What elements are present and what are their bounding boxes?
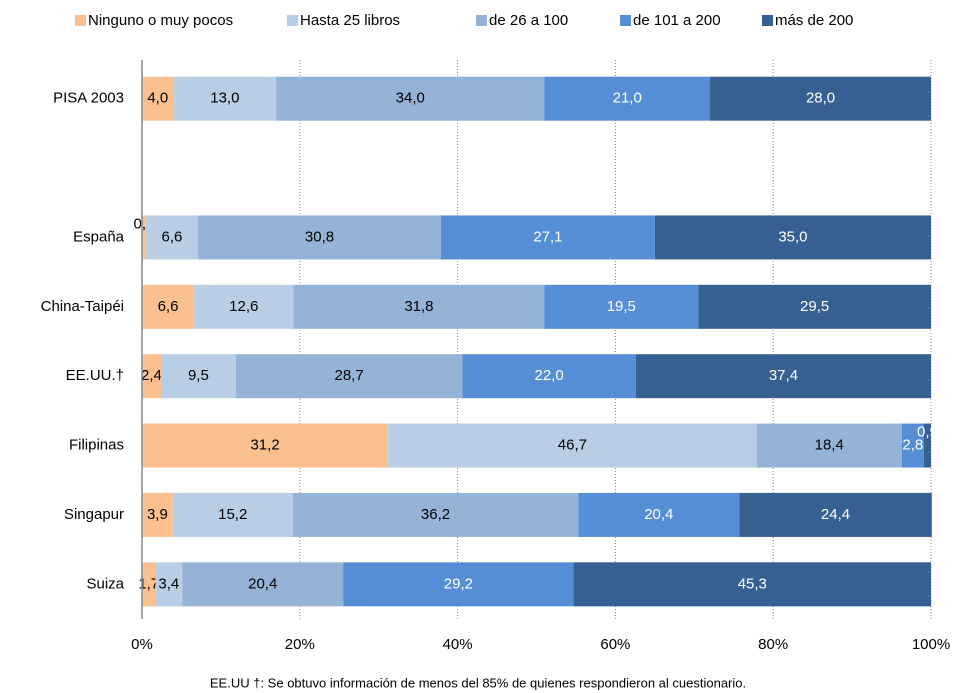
bar-segment [923, 423, 931, 468]
bar-segment [578, 492, 740, 537]
data-label: 20,4 [248, 575, 277, 592]
bar-segment [293, 284, 545, 329]
bar-segment [710, 76, 931, 121]
data-label: 6,6 [158, 298, 179, 315]
legend-label: Hasta 25 libros [300, 12, 400, 29]
bar-segment [142, 215, 146, 260]
data-label: 3,4 [158, 575, 179, 592]
data-label: 31,2 [250, 437, 279, 454]
bar-segment [698, 284, 931, 329]
data-label: 27,1 [533, 228, 562, 245]
data-label: 4,0 [147, 90, 168, 107]
data-label: 21,0 [613, 90, 642, 107]
bar-segment [756, 423, 902, 468]
data-label: 15,2 [218, 506, 247, 523]
legend-label: Ninguno o muy pocos [88, 12, 233, 29]
bar-segment [635, 354, 931, 399]
bar-segment [654, 215, 931, 260]
bar-segment [194, 284, 294, 329]
x-tick-label: 0% [131, 636, 153, 653]
data-label: 2,8 [902, 437, 923, 454]
data-label: 18,4 [815, 437, 844, 454]
bar-segment [544, 284, 699, 329]
legend-swatch [620, 15, 631, 26]
x-tick-label: 20% [285, 636, 315, 653]
y-tick-label: China-Taipéi [41, 298, 124, 315]
bar-segment [182, 562, 344, 607]
bar-segment [441, 215, 655, 260]
y-tick-label: Filipinas [69, 437, 124, 454]
legend-label: de 101 a 200 [633, 12, 721, 29]
y-tick-label: España [73, 228, 125, 245]
data-label: 31,8 [404, 298, 433, 315]
legend-swatch [287, 15, 298, 26]
bar-segment [155, 562, 183, 607]
legend-label: más de 200 [775, 12, 853, 29]
bar-segment [142, 354, 161, 399]
data-label: 35,0 [778, 228, 807, 245]
data-label: 46,7 [558, 437, 587, 454]
data-label: 20,4 [644, 506, 673, 523]
y-tick-label: PISA 2003 [53, 90, 124, 107]
data-label: 45,3 [738, 575, 767, 592]
data-label: 22,0 [535, 367, 564, 384]
bar-segment [142, 423, 389, 468]
data-label: 12,6 [229, 298, 258, 315]
bar-segment [145, 215, 199, 260]
bar-segment [573, 562, 931, 607]
legend-swatch [75, 15, 86, 26]
bar-segment [276, 76, 545, 121]
bar-segment [901, 423, 924, 468]
bar-segment [142, 492, 173, 537]
bar-segment [172, 492, 293, 537]
data-label: 2,4 [141, 367, 162, 384]
bar-segment [142, 562, 156, 607]
bar-segment [142, 284, 195, 329]
data-label: 36,2 [421, 506, 450, 523]
x-tick-label: 40% [443, 636, 473, 653]
bar-segment [173, 76, 277, 121]
y-tick-label: EE.UU.† [66, 367, 124, 384]
data-label: 37,4 [769, 367, 798, 384]
x-tick-label: 100% [912, 636, 950, 653]
data-label: 9,5 [188, 367, 209, 384]
y-tick-label: Singapur [64, 506, 124, 523]
y-tick-label: Suiza [86, 575, 124, 592]
x-tick-label: 80% [758, 636, 788, 653]
data-label: 29,2 [444, 575, 473, 592]
data-label: 28,0 [806, 90, 835, 107]
bar-segment [142, 76, 174, 121]
data-label: 30,8 [305, 228, 334, 245]
data-label: 3,9 [147, 506, 168, 523]
data-label: 34,0 [396, 90, 425, 107]
x-tick-label: 60% [600, 636, 630, 653]
bar-segment [343, 562, 574, 607]
bar-segment [544, 76, 711, 121]
data-label: 0,9 [917, 424, 938, 441]
bar-segment [160, 354, 236, 399]
legend-label: de 26 a 100 [489, 12, 568, 29]
data-label: 6,6 [162, 228, 183, 245]
bar-segment [198, 215, 442, 260]
data-label: 28,7 [335, 367, 364, 384]
footnote: EE.UU †: Se obtuvo información de menos … [210, 675, 746, 690]
bar-segment [292, 492, 579, 537]
bar-segment [739, 492, 932, 537]
bar-segment [462, 354, 636, 399]
data-label: 24,4 [821, 506, 850, 523]
data-label: 29,5 [800, 298, 829, 315]
data-label: 1,7 [138, 575, 159, 592]
bar-segment [388, 423, 757, 468]
data-label: 19,5 [607, 298, 636, 315]
legend-swatch [476, 15, 487, 26]
data-label: 13,0 [210, 90, 239, 107]
legend-swatch [762, 15, 773, 26]
bar-segment [235, 354, 463, 399]
